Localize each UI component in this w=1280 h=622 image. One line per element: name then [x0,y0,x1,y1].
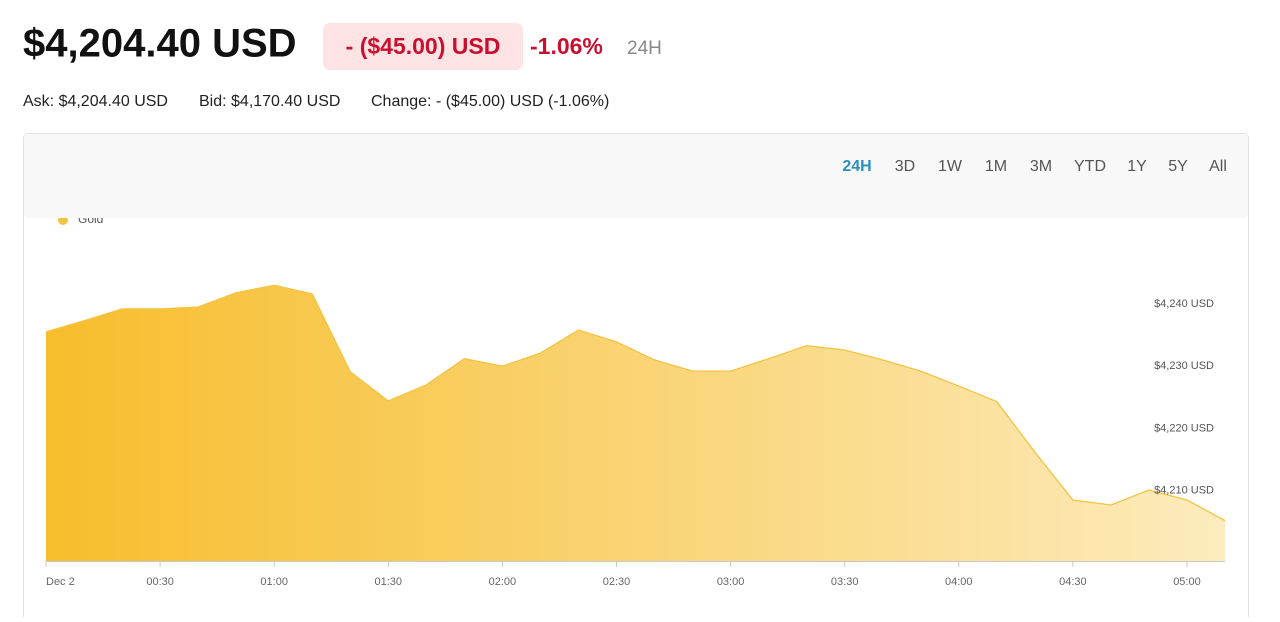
price: $4,204.40 USD [23,22,297,66]
change-percent: -1.06% [530,33,603,59]
x-tick-label: 04:30 [1059,576,1087,588]
y-tick-label: $4,210 USD [1154,485,1214,497]
range-tab[interactable]: 1W [938,158,963,175]
quote-change: Change: - ($45.00) USD (-1.06%) [371,93,609,110]
x-tick-label: 03:30 [831,576,859,588]
line [45,284,1226,522]
y-tick-label: $4,230 USD [1154,360,1214,372]
x-tick-label: 01:00 [260,576,288,588]
change: - ($45.00) USD [346,33,501,59]
change-badge [323,23,523,70]
x-tick-label: 02:00 [489,576,517,588]
toolbar [24,134,1248,218]
range-tab[interactable]: 1M [985,158,1007,175]
y-tick-label: $4,240 USD [1154,298,1214,310]
bid: Bid: $4,170.40 USD [199,93,340,110]
period: 24H [627,38,662,59]
x-tick-label: 01:30 [375,576,403,588]
x-tick-label: 03:00 [717,576,745,588]
range-tab[interactable]: 3D [895,158,915,175]
ask: Ask: $4,204.40 USD [23,93,168,110]
x-tick-label: 04:00 [945,576,973,588]
y-tick-label: $4,220 USD [1154,422,1214,434]
area [46,285,1225,561]
range-tab[interactable]: 24H [842,158,871,175]
range-tab[interactable]: 5Y [1168,158,1188,175]
range-tab[interactable]: 1Y [1127,158,1147,175]
x-tick-label: 02:30 [603,576,631,588]
x-tick-label: Dec 2 [46,576,75,588]
tabs: 24H 3D 1W 1M 3M YTD 1Y 5Y All [842,158,1227,175]
x-tick-label: 05:00 [1173,576,1201,588]
x-tick-label: 00:30 [146,576,174,588]
range-tab[interactable]: YTD [1074,158,1106,175]
range-tab[interactable]: All [1209,158,1227,175]
range-tab[interactable]: 3M [1030,158,1052,175]
